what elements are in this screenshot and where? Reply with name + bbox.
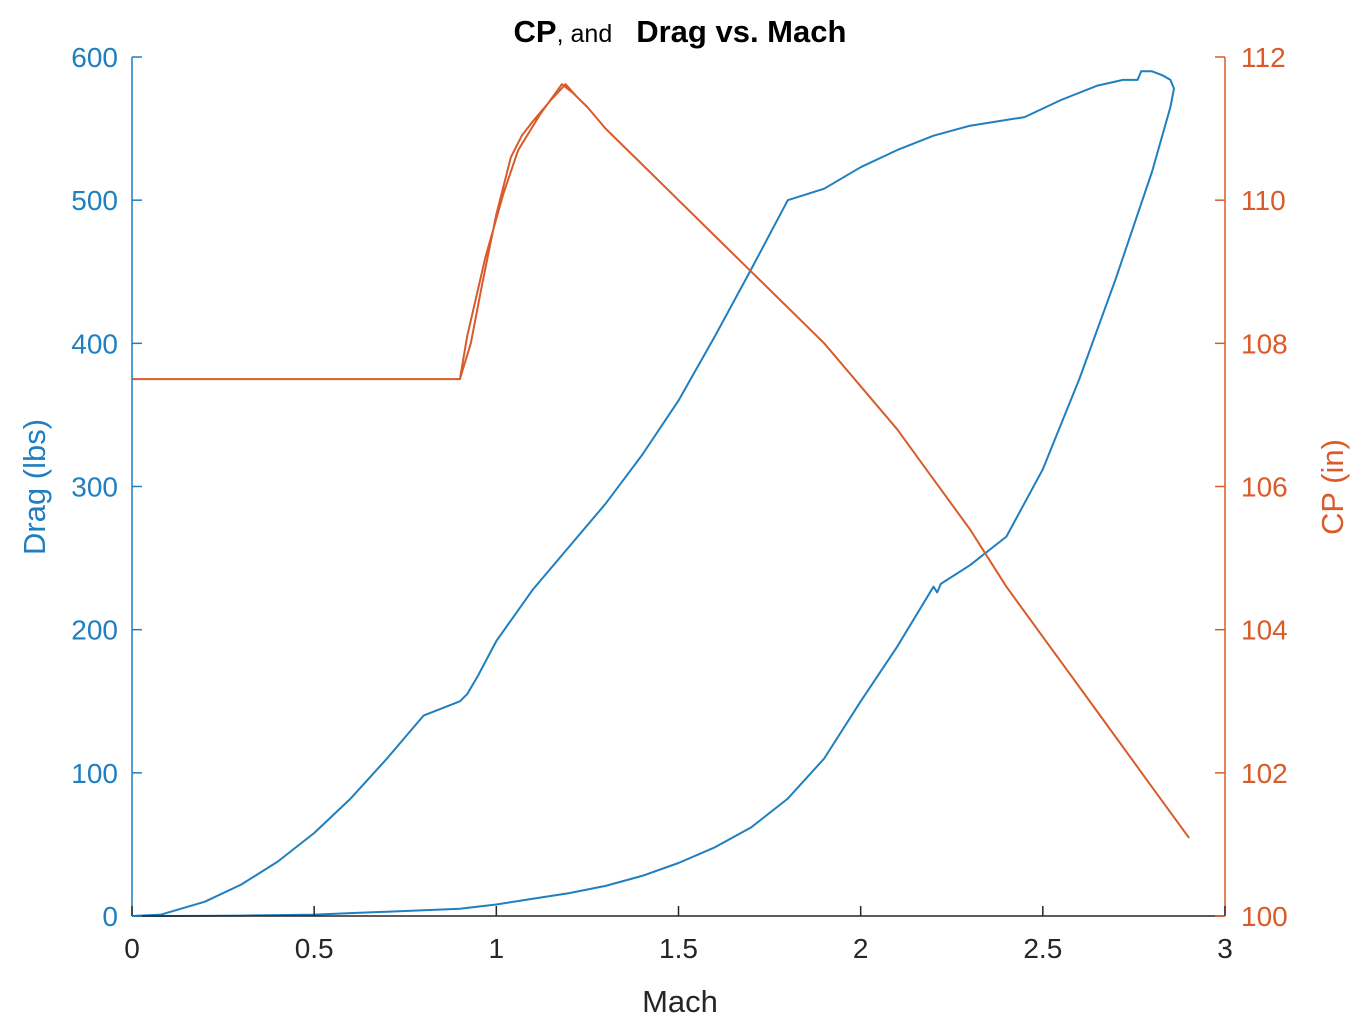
y-right-tick-label: 106 — [1241, 472, 1288, 503]
x-tick-label: 1 — [489, 933, 505, 964]
chart-title: CP, and Drag vs. Mach — [514, 14, 847, 49]
x-tick-label: 0 — [124, 933, 140, 964]
plot-lines — [131, 70, 1190, 917]
x-tick-label: 0.5 — [295, 933, 334, 964]
y-left-tick-label: 500 — [71, 185, 118, 216]
y-left-tick-label: 400 — [71, 328, 118, 359]
series-line-cp — [132, 83, 1190, 839]
y-right-tick-label: 100 — [1241, 901, 1288, 932]
x-axis-label: Mach — [642, 984, 718, 1019]
y-left-tick-label: 200 — [71, 615, 118, 646]
y-axis-label-left: Drag (lbs) — [17, 419, 52, 555]
y-left-tick-label: 300 — [71, 472, 118, 503]
y-right-tick-label: 108 — [1241, 328, 1288, 359]
title-part-3: Drag vs. Mach — [636, 14, 846, 49]
y-right-tick-label: 102 — [1241, 758, 1288, 789]
y-right-tick-label: 110 — [1241, 185, 1286, 216]
series-line-drag — [131, 70, 1175, 917]
axes: 0 0.5 1 1.5 2 2.5 3 0 100 200 300 400 500 600 100 102 10… — [71, 42, 1287, 964]
title-part-2: , and — [557, 20, 613, 48]
title-part-1: CP — [514, 14, 557, 49]
y-right-tick-label: 112 — [1241, 42, 1286, 73]
y-left-tick-label: 600 — [71, 42, 118, 73]
x-tick-label: 3 — [1217, 933, 1233, 964]
y-axis-label-right: CP (in) — [1315, 439, 1350, 535]
x-tick-label: 1.5 — [659, 933, 698, 964]
y-left-tick-label: 0 — [102, 901, 118, 932]
y-left-tick-label: 100 — [71, 758, 118, 789]
x-tick-label: 2.5 — [1023, 933, 1062, 964]
y-right-tick-label: 104 — [1241, 615, 1288, 646]
x-tick-label: 2 — [853, 933, 869, 964]
